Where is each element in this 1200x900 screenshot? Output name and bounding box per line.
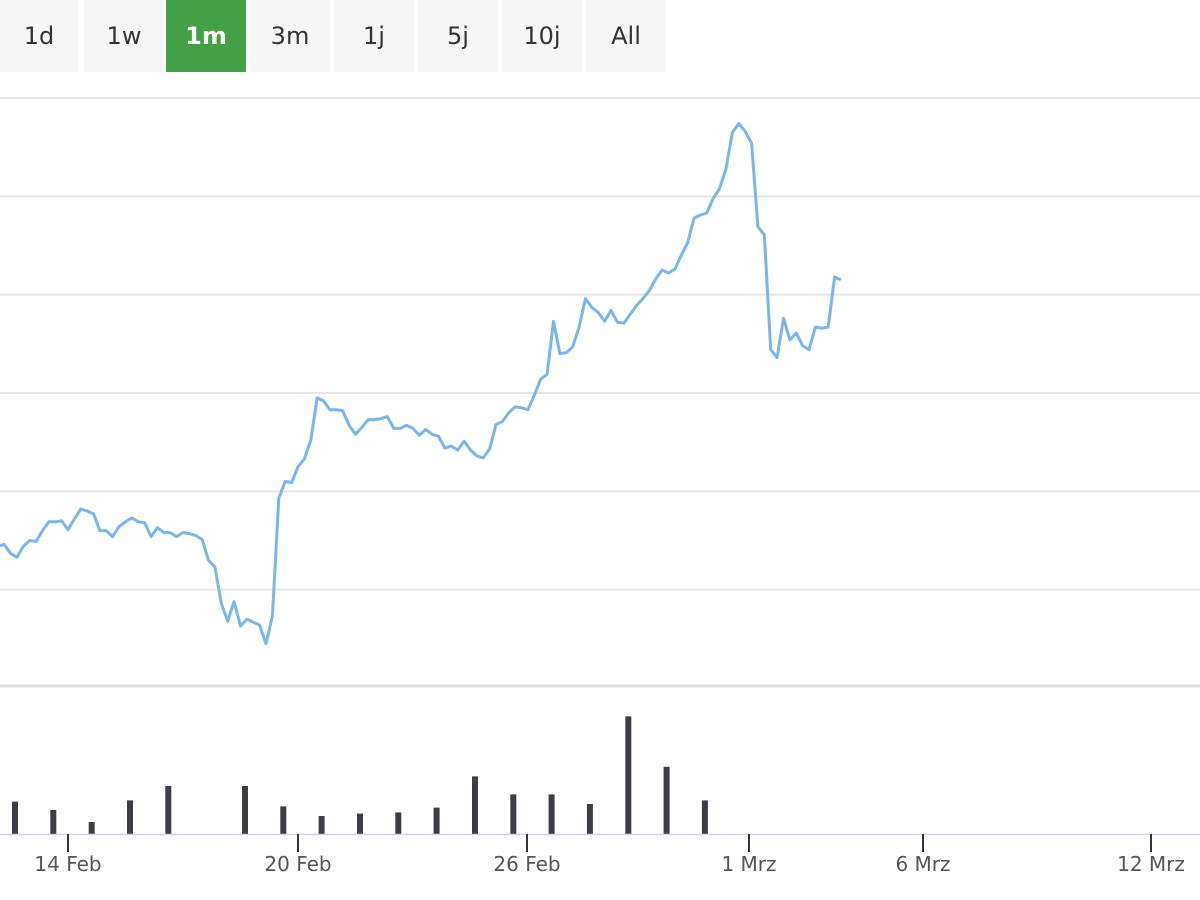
- price-series-line: [0, 122, 842, 646]
- range-tab-1w[interactable]: 1w: [84, 0, 164, 72]
- range-tab-1m[interactable]: 1m: [166, 0, 246, 72]
- range-tab-5j[interactable]: 5j: [418, 0, 498, 72]
- x-axis-tick-label: 6 Mrz: [895, 852, 950, 876]
- range-tab-all[interactable]: All: [586, 0, 666, 72]
- volume-bar: [472, 776, 478, 834]
- volume-bar: [510, 794, 517, 834]
- range-tab-1j[interactable]: 1j: [334, 0, 414, 72]
- range-tab-3m[interactable]: 3m: [250, 0, 330, 72]
- range-tab-1d[interactable]: 1d: [0, 0, 78, 72]
- volume-bar: [701, 800, 708, 834]
- volume-bar: [165, 786, 172, 834]
- volume-bar: [663, 766, 670, 834]
- x-axis-tick-label: 14 Feb: [34, 852, 101, 876]
- x-axis-tick-label: 20 Feb: [264, 852, 331, 876]
- range-tab-10j[interactable]: 10j: [502, 0, 582, 72]
- volume-bar: [433, 807, 440, 834]
- volume-bar: [280, 806, 287, 834]
- volume-bar: [242, 786, 248, 834]
- volume-bar: [50, 810, 57, 834]
- x-axis-tick-label: 1 Mrz: [721, 852, 776, 876]
- volume-bar: [357, 813, 363, 834]
- volume-bar: [12, 801, 18, 834]
- volume-bar: [586, 804, 593, 834]
- grid-lines: [0, 97, 1200, 591]
- volume-bar: [318, 816, 325, 834]
- price-line-layer: [0, 122, 842, 646]
- volume-bar: [88, 822, 95, 834]
- x-axis-tick-label: 12 Mrz: [1117, 852, 1185, 876]
- x-axis-tick-label: 26 Feb: [493, 852, 560, 876]
- volume-bar: [625, 716, 632, 834]
- volume-bar: [395, 812, 402, 834]
- volume-bar: [548, 794, 555, 834]
- volume-bars: [12, 716, 708, 834]
- volume-bar: [127, 800, 133, 834]
- x-axis-ticks: 14 Feb 20 Feb 26 Feb 1 Mrz 6 Mrz 12 Mrz: [34, 834, 1185, 876]
